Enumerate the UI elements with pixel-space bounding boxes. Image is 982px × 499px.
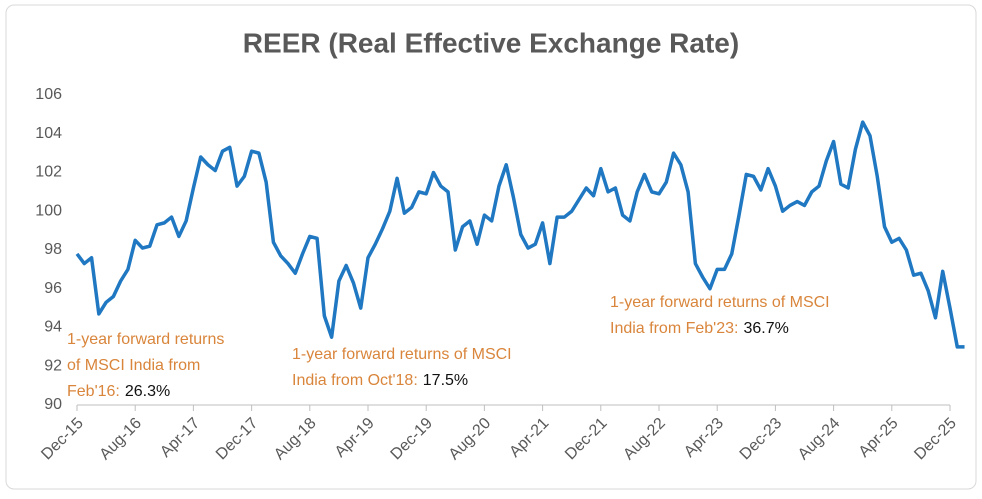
y-tick-label: 96 bbox=[44, 280, 62, 297]
annotation-line: of MSCI India from bbox=[67, 357, 200, 374]
y-tick-label: 98 bbox=[44, 241, 62, 258]
annotation-text: India from Oct'18: 17.5% bbox=[292, 372, 468, 389]
y-tick-label: 100 bbox=[35, 202, 62, 219]
annotation-value: 26.3% bbox=[125, 383, 170, 400]
annotation-value: 36.7% bbox=[743, 320, 788, 337]
annotation-line: India from Feb'23: bbox=[610, 320, 738, 337]
y-tick-label: 94 bbox=[44, 319, 62, 336]
y-tick-label: 90 bbox=[44, 396, 62, 413]
annotation-line: 1-year forward returns of MSCI bbox=[292, 346, 512, 363]
annotation-line: 1-year forward returns of MSCI bbox=[610, 294, 830, 311]
y-tick-label: 104 bbox=[35, 125, 62, 142]
annotation-text: 1-year forward returns bbox=[67, 331, 224, 348]
chart-border bbox=[5, 4, 977, 490]
annotation-text: India from Feb'23: 36.7% bbox=[610, 320, 789, 337]
y-tick-label: 92 bbox=[44, 357, 62, 374]
annotation-text: 1-year forward returns of MSCI bbox=[610, 294, 830, 311]
annotation-line: Feb'16: bbox=[67, 383, 120, 400]
y-tick-label: 102 bbox=[35, 164, 62, 181]
annotation-text: of MSCI India from bbox=[67, 357, 200, 374]
annotation-value: 17.5% bbox=[423, 372, 468, 389]
annotation-text: Feb'16: 26.3% bbox=[67, 383, 170, 400]
annotation-line: India from Oct'18: bbox=[292, 372, 418, 389]
line-series bbox=[75, 120, 965, 349]
annotation-line: 1-year forward returns bbox=[67, 331, 224, 348]
annotation-text: 1-year forward returns of MSCI bbox=[292, 346, 512, 363]
chart-title: REER (Real Effective Exchange Rate) bbox=[243, 27, 739, 58]
y-tick-label: 106 bbox=[35, 86, 62, 103]
